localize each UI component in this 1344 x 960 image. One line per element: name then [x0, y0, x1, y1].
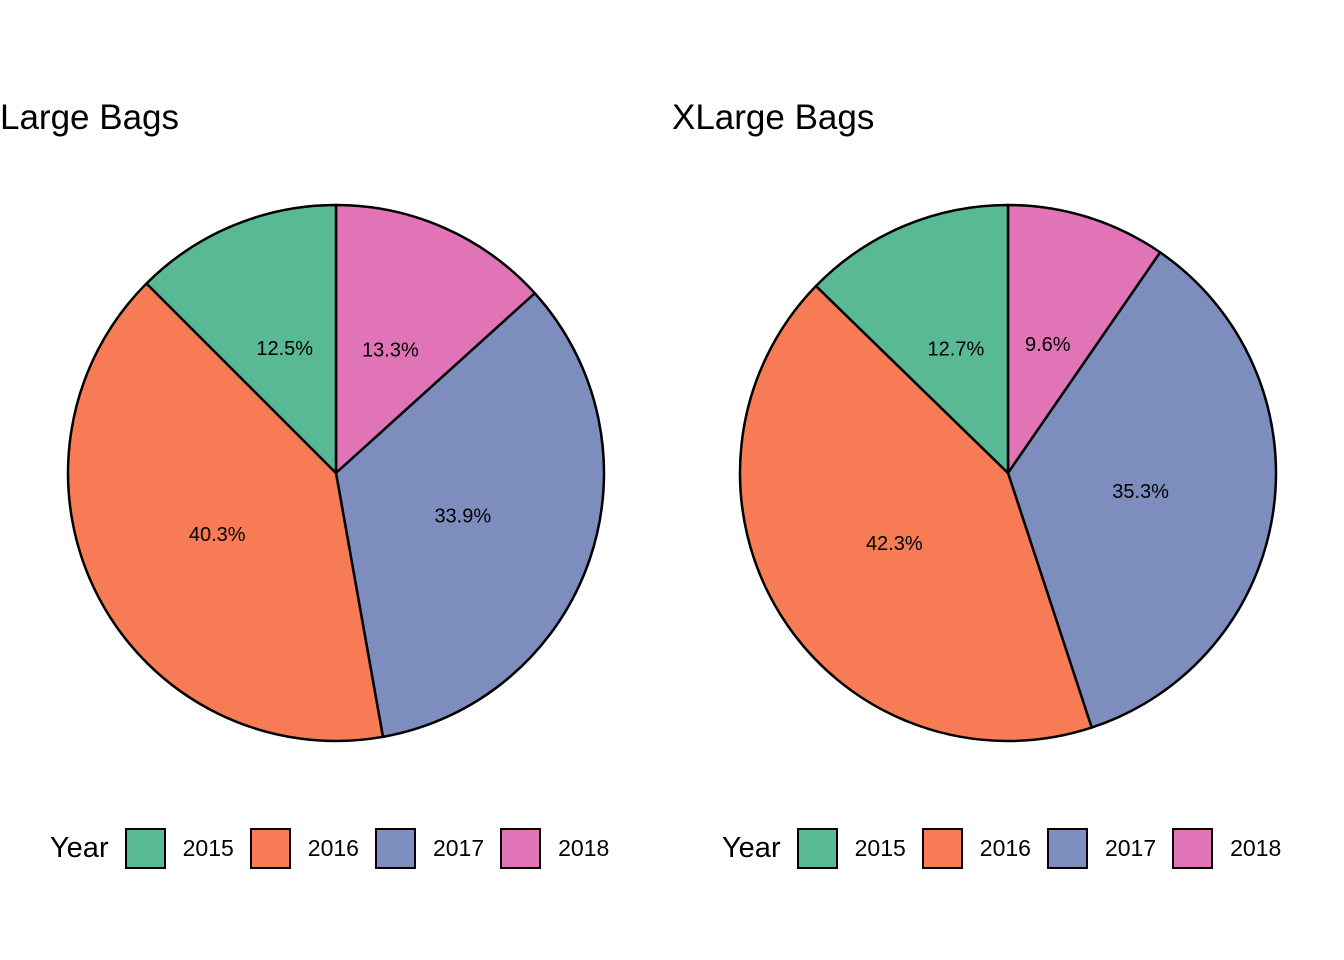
legend-item-2015: 2015 [796, 827, 906, 869]
pie-slice-2017 [1006, 251, 1278, 729]
legend-item-2015: 2015 [124, 827, 234, 869]
chart-title: XLarge Bags [672, 98, 875, 137]
slice-label-2015: 12.5% [256, 338, 313, 360]
legend: Year 2015 2016 2017 2018 [50, 824, 625, 872]
legend-label: 2017 [432, 834, 485, 861]
legend-item-2018: 2018 [1172, 827, 1282, 869]
legend-item-2016: 2016 [249, 827, 359, 869]
pie-slice-2016 [738, 284, 1093, 743]
legend-title: Year [50, 831, 109, 864]
chart-title: Large Bags [0, 98, 180, 137]
legend-swatch [1046, 827, 1088, 869]
pie-slice-2015 [145, 203, 338, 475]
legend-swatch [500, 827, 542, 869]
pie-slice-2018 [334, 203, 537, 475]
pie-slice-2016 [66, 282, 385, 743]
slice-label-2018: 13.3% [362, 340, 419, 362]
pie-slice-2018 [1006, 203, 1162, 475]
slice-label-2017: 35.3% [1112, 481, 1169, 503]
legend-item-2017: 2017 [374, 827, 485, 869]
legend-swatch [921, 827, 963, 869]
legend-title: Year [722, 831, 781, 864]
legend-swatch [124, 827, 166, 869]
legend-label: 2016 [979, 834, 1031, 861]
legend-label: 2015 [854, 834, 906, 861]
pie-chart: 13.3% 33.9% 40.3% 12.5% [66, 203, 606, 743]
slice-label-2017: 33.9% [434, 505, 491, 527]
slice-label-2015: 12.7% [928, 339, 985, 361]
pie-slice-2015 [814, 203, 1010, 475]
legend: Year 2015 2016 2017 2018 [722, 824, 1297, 872]
legend-swatch [374, 827, 416, 869]
legend-label: 2016 [307, 834, 359, 861]
legend-swatch [796, 827, 838, 869]
pie-chart: 9.6% 35.3% 42.3% 12.7% [738, 203, 1278, 743]
slice-label-2016: 42.3% [866, 533, 923, 555]
legend-label: 2018 [1230, 834, 1282, 861]
legend-item-2018: 2018 [500, 827, 610, 869]
legend-label: 2015 [182, 834, 234, 861]
pie-panel-large-bags: Large Bags 13.3% 33.9% 40.3% 12.5% Year 201… [0, 98, 625, 872]
legend-swatch [1172, 827, 1214, 869]
slice-label-2018: 9.6% [1025, 334, 1071, 356]
legend-label: 2017 [1104, 834, 1157, 861]
pie-slice-2017 [334, 292, 606, 739]
legend-item-2016: 2016 [921, 827, 1031, 869]
legend-label: 2018 [558, 834, 610, 861]
slice-label-2016: 40.3% [189, 524, 246, 546]
legend-swatch [249, 827, 291, 869]
legend-item-2017: 2017 [1046, 827, 1157, 869]
pie-panel-xlarge-bags: XLarge Bags 9.6% 35.3% 42.3% 12.7% Year 201… [672, 0, 1344, 960]
